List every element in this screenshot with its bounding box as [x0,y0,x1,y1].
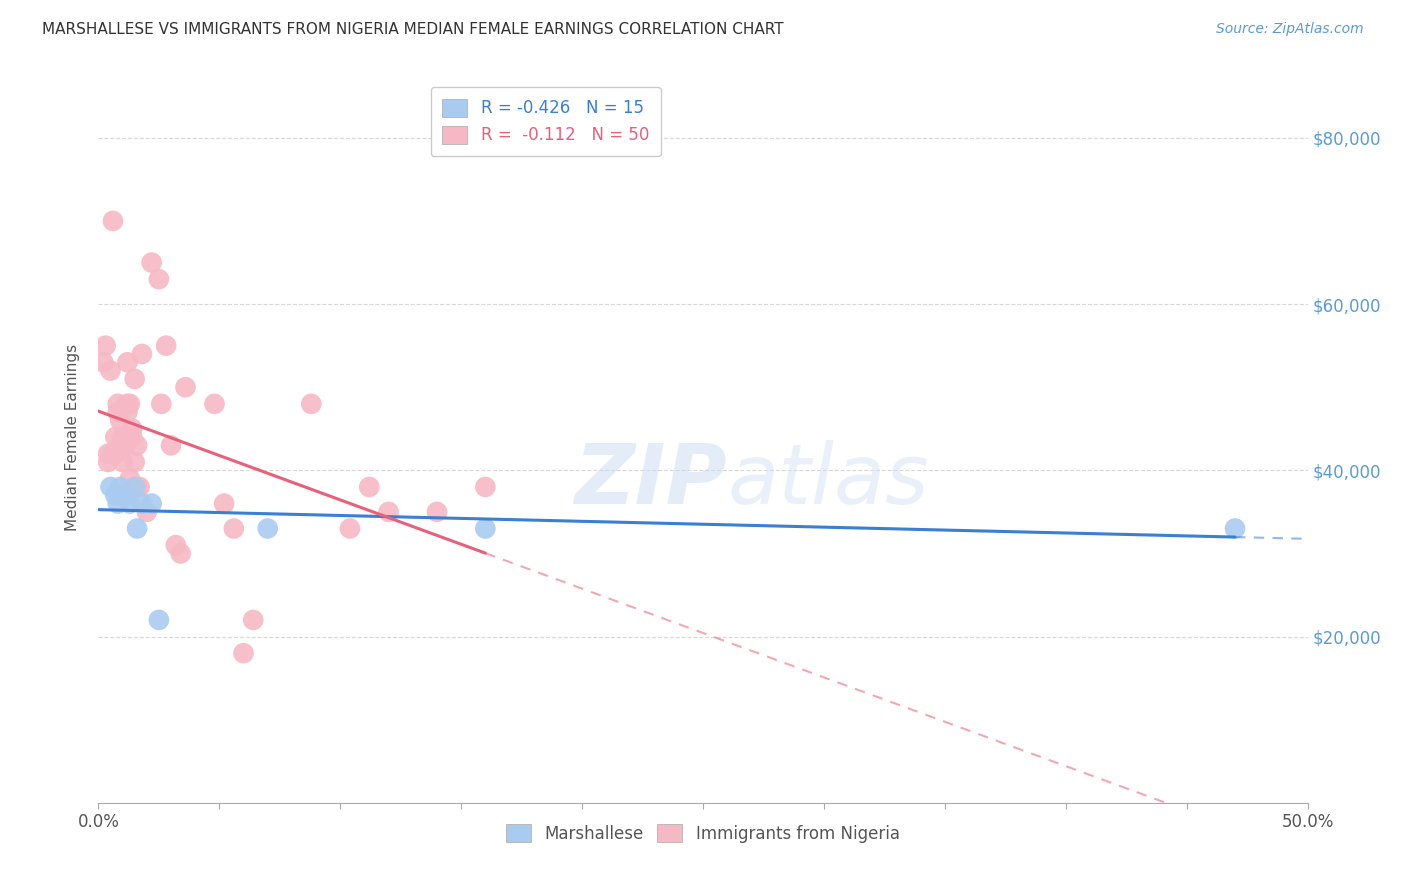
Point [108,480,131,494]
Point [148,272,170,286]
Point [117,355,139,369]
Point [299,397,322,411]
Point [124,372,146,386]
Text: ZIP: ZIP [575,441,727,522]
Point [107,405,129,419]
Point [131,497,153,511]
Point [108,438,131,452]
Point [117,405,139,419]
Point [124,480,146,494]
Point [117,397,139,411]
Point [131,347,153,361]
Point [377,505,399,519]
Point [111,430,134,444]
Point [121,430,143,444]
Point [127,521,149,535]
Point [114,438,136,452]
Point [426,505,449,519]
Point [108,413,131,427]
Point [141,255,163,269]
Point [222,521,245,535]
Y-axis label: Median Female Earnings: Median Female Earnings [65,343,80,531]
Point [474,521,496,535]
Point [107,497,129,511]
Point [141,497,163,511]
Point [339,521,361,535]
Point [111,488,134,502]
Point [1223,521,1246,535]
Point [359,480,381,494]
Point [155,338,177,352]
Point [114,438,136,452]
Point [160,438,183,452]
Point [97,455,120,469]
Point [91,355,114,369]
Point [104,488,127,502]
Point [111,455,134,469]
Point [128,480,150,494]
Point [232,646,254,660]
Point [174,380,197,394]
Point [118,497,141,511]
Point [474,480,496,494]
Point [100,363,122,377]
Point [101,447,124,461]
Point [135,505,157,519]
Point [121,422,143,436]
Point [107,397,129,411]
Point [169,546,191,560]
Point [104,447,127,461]
Text: atlas: atlas [727,441,929,522]
Point [148,613,170,627]
Point [127,480,149,494]
Point [212,497,235,511]
Point [118,472,141,486]
Point [101,214,124,228]
Point [165,538,187,552]
Text: Source: ZipAtlas.com: Source: ZipAtlas.com [1216,22,1364,37]
Point [242,613,264,627]
Point [204,397,226,411]
Point [94,338,117,352]
Point [150,397,173,411]
Point [97,447,120,461]
Point [104,430,127,444]
Text: MARSHALLESE VS IMMIGRANTS FROM NIGERIA MEDIAN FEMALE EARNINGS CORRELATION CHART: MARSHALLESE VS IMMIGRANTS FROM NIGERIA M… [42,22,783,37]
Legend: Marshallese, Immigrants from Nigeria: Marshallese, Immigrants from Nigeria [499,817,907,849]
Point [124,455,146,469]
Point [127,438,149,452]
Point [117,488,139,502]
Point [118,397,141,411]
Point [100,480,122,494]
Point [256,521,278,535]
